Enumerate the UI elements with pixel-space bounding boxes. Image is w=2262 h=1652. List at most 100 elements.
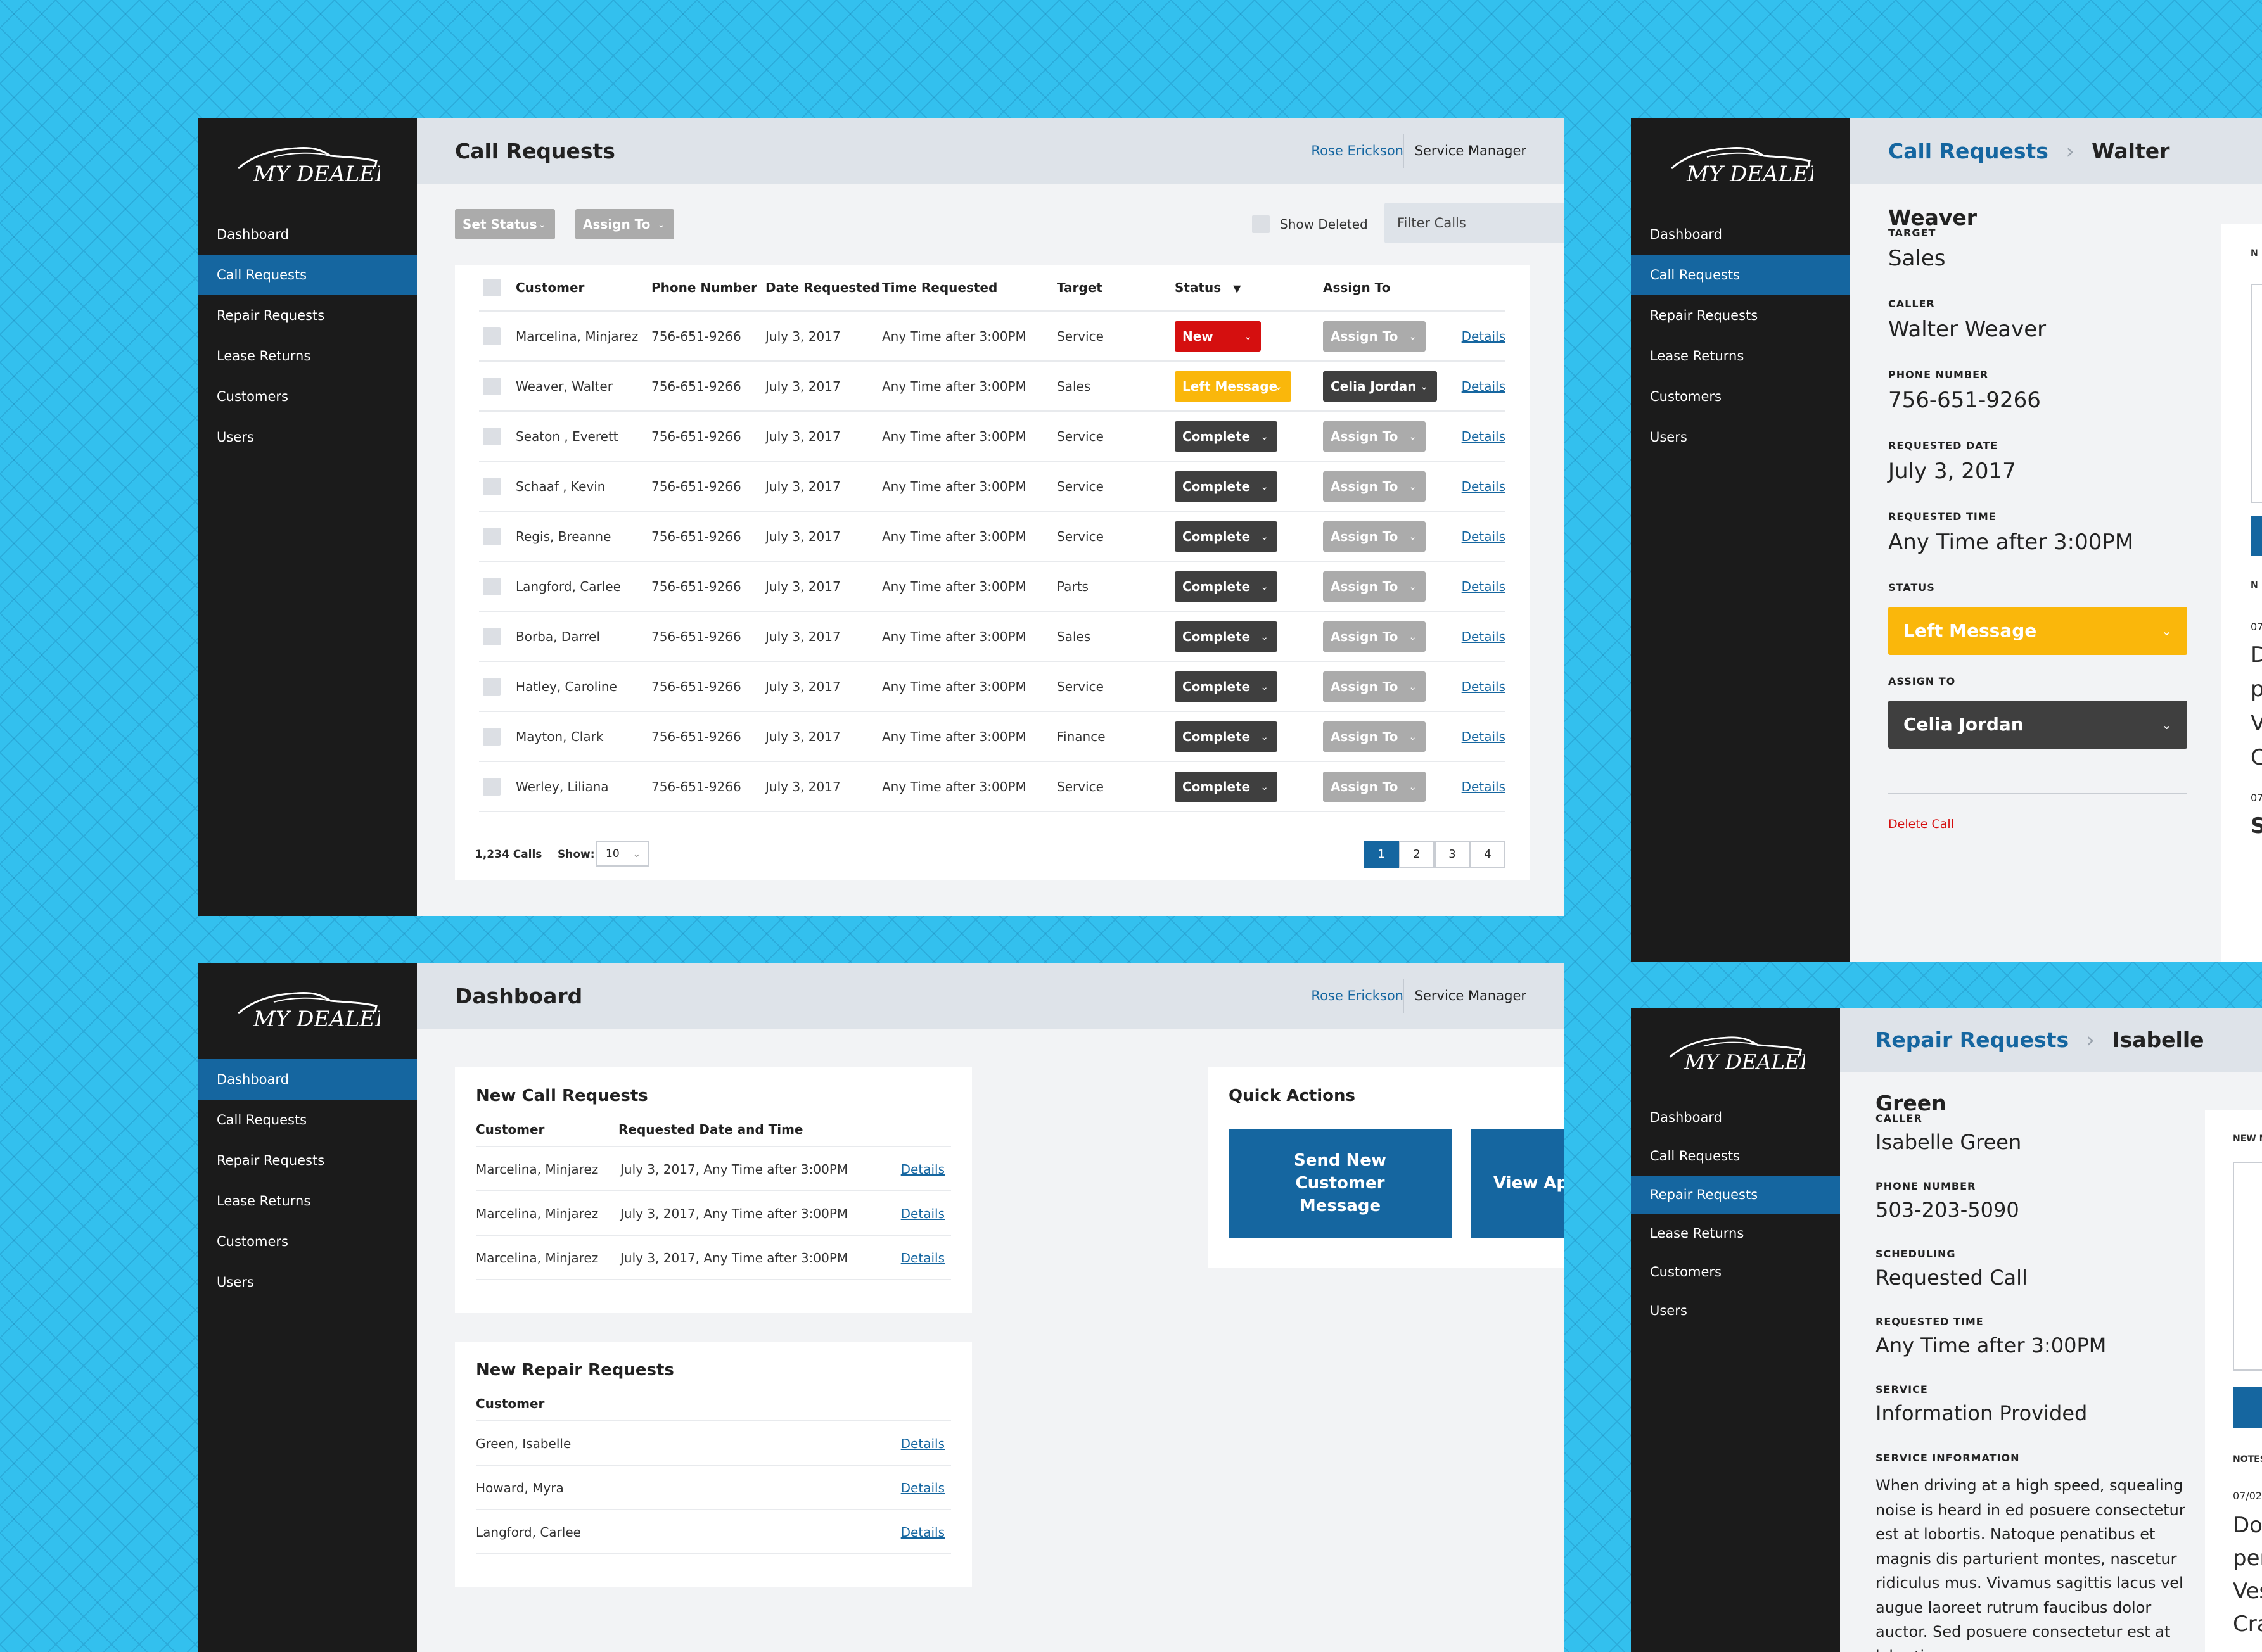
user-name-link[interactable]: Rose Erickson [1311,143,1403,158]
sidebar-item-repair-requests[interactable]: Repair Requests [1631,1176,1840,1214]
page-button-4[interactable]: 4 [1470,841,1505,868]
sidebar-item-lease-returns[interactable]: Lease Returns [217,348,311,364]
details-link[interactable]: Details [1461,579,1505,594]
details-link[interactable]: Details [900,1525,945,1540]
assign-to-dropdown[interactable]: Celia Jordan ⌄ [1323,371,1437,402]
send-customer-message-button[interactable]: Send New Customer Message [1229,1129,1452,1238]
sidebar-item-call-requests[interactable]: Call Requests [217,1112,307,1128]
show-deleted-checkbox[interactable] [1252,215,1270,233]
details-link[interactable]: Details [1461,429,1505,444]
add-note-button[interactable] [2233,1387,2262,1428]
sidebar-item-call-requests[interactable]: Call Requests [1631,255,1850,295]
details-link[interactable]: Details [1461,529,1505,544]
set-status-dropdown[interactable]: Set Status ⌄ [455,209,555,239]
row-checkbox[interactable] [483,428,501,445]
row-checkbox[interactable] [483,528,501,545]
sidebar-item-users[interactable]: Users [1650,1303,1687,1318]
row-checkbox[interactable] [483,778,501,796]
row-checkbox[interactable] [483,378,501,395]
assign-to-dropdown[interactable]: Assign To ⌄ [1323,521,1426,552]
sidebar-item-customers[interactable]: Customers [1650,389,1722,404]
sidebar-item-dashboard[interactable]: Dashboard [1650,227,1722,242]
page-button-2[interactable]: 2 [1399,841,1435,868]
assign-to-dropdown[interactable]: Assign To ⌄ [1323,671,1426,702]
status-dropdown[interactable]: Complete ⌄ [1175,471,1277,502]
new-note-input[interactable] [2233,1162,2262,1371]
status-dropdown[interactable]: Complete ⌄ [1175,421,1277,452]
sidebar-item-call-requests[interactable]: Call Requests [198,255,417,295]
row-checkbox[interactable] [483,327,501,345]
sidebar-item-dashboard[interactable]: Dashboard [217,227,289,242]
delete-call-link[interactable]: Delete Call [1888,817,1954,831]
row-checkbox[interactable] [483,578,501,595]
sidebar-item-users[interactable]: Users [217,429,254,445]
details-link[interactable]: Details [1461,729,1505,744]
status-dropdown[interactable]: Complete ⌄ [1175,621,1277,652]
row-checkbox[interactable] [483,728,501,746]
view-app-analytics-button[interactable]: View App Analytics [1471,1129,1564,1238]
service-value: Information Provided [1875,1401,2088,1425]
assign-to-dropdown[interactable]: Assign To ⌄ [1323,721,1426,752]
page-header: Call Requests › Walter Weaver [1850,118,2262,230]
sidebar-item-users[interactable]: Users [217,1274,254,1290]
status-dropdown[interactable]: Left Message ⌄ [1175,371,1291,402]
sidebar-item-dashboard[interactable]: Dashboard [1650,1110,1722,1125]
page-button-1[interactable]: 1 [1364,841,1399,868]
sidebar-item-customers[interactable]: Customers [1650,1264,1722,1280]
sidebar-item-customers[interactable]: Customers [217,389,288,404]
assign-to-dropdown[interactable]: Assign To ⌄ [1323,321,1426,352]
sidebar-item-dashboard[interactable]: Dashboard [198,1059,417,1100]
status-dropdown[interactable]: Left Message ⌄ [1888,607,2187,655]
details-link[interactable]: Details [900,1480,945,1496]
details-link[interactable]: Details [1461,479,1505,494]
assign-to-dropdown[interactable]: Assign To ⌄ [1323,421,1426,452]
sidebar-item-lease-returns[interactable]: Lease Returns [1650,1226,1744,1241]
new-note-input[interactable] [2251,284,2262,503]
assign-to-dropdown[interactable]: Assign To ⌄ [1323,571,1426,602]
status-dropdown[interactable]: Complete ⌄ [1175,721,1277,752]
details-link[interactable]: Details [900,1162,945,1177]
status-dropdown[interactable]: Complete ⌄ [1175,671,1277,702]
add-note-button[interactable] [2251,516,2262,556]
page-size-select[interactable]: 10 ⌄ [596,841,649,867]
assign-to-dropdown[interactable]: Assign To ⌄ [1323,621,1426,652]
assign-to-dropdown[interactable]: Celia Jordan ⌄ [1888,701,2187,749]
sidebar-item-lease-returns[interactable]: Lease Returns [1650,348,1744,364]
details-link[interactable]: Details [900,1250,945,1266]
select-all-checkbox[interactable] [483,279,501,296]
status-dropdown[interactable]: Complete ⌄ [1175,571,1277,602]
row-checkbox[interactable] [483,628,501,645]
status-dropdown[interactable]: New ⌄ [1175,321,1261,352]
col-time: Time Requested [882,280,998,295]
details-link[interactable]: Details [1461,629,1505,644]
col-status[interactable]: Status ▼ [1175,279,1241,298]
assign-to-dropdown[interactable]: Assign To ⌄ [1323,772,1426,802]
sidebar-item-users[interactable]: Users [1650,429,1687,445]
sidebar-item-repair-requests[interactable]: Repair Requests [217,308,325,323]
filter-calls-input[interactable]: Filter Calls [1384,203,1564,243]
sidebar-item-repair-requests[interactable]: Repair Requests [217,1153,325,1168]
cell-customer: Howard, Myra [476,1480,564,1496]
sidebar-item-repair-requests[interactable]: Repair Requests [1650,308,1758,323]
details-link[interactable]: Details [900,1436,945,1451]
status-dropdown[interactable]: Complete ⌄ [1175,521,1277,552]
row-checkbox[interactable] [483,678,501,696]
assign-to-dropdown[interactable]: Assign To ⌄ [575,209,674,239]
user-name-link[interactable]: Rose Erickson [1311,988,1403,1003]
details-link[interactable]: Details [1461,779,1505,794]
row-checkbox[interactable] [483,478,501,495]
details-link[interactable]: Details [1461,329,1505,344]
sidebar-item-customers[interactable]: Customers [217,1234,288,1249]
sidebar-item-call-requests[interactable]: Call Requests [1650,1148,1741,1164]
service-info-line: lobortis [1875,1644,2167,1652]
assign-to-dropdown[interactable]: Assign To ⌄ [1323,471,1426,502]
breadcrumb-parent[interactable]: Call Requests [1888,139,2048,163]
page-button-3[interactable]: 3 [1435,841,1470,868]
details-link[interactable]: Details [900,1206,945,1221]
breadcrumb-parent[interactable]: Repair Requests [1875,1027,2069,1052]
details-link[interactable]: Details [1461,679,1505,694]
status-dropdown[interactable]: Complete ⌄ [1175,772,1277,802]
sidebar-item-lease-returns[interactable]: Lease Returns [217,1193,311,1209]
details-link[interactable]: Details [1461,379,1505,394]
